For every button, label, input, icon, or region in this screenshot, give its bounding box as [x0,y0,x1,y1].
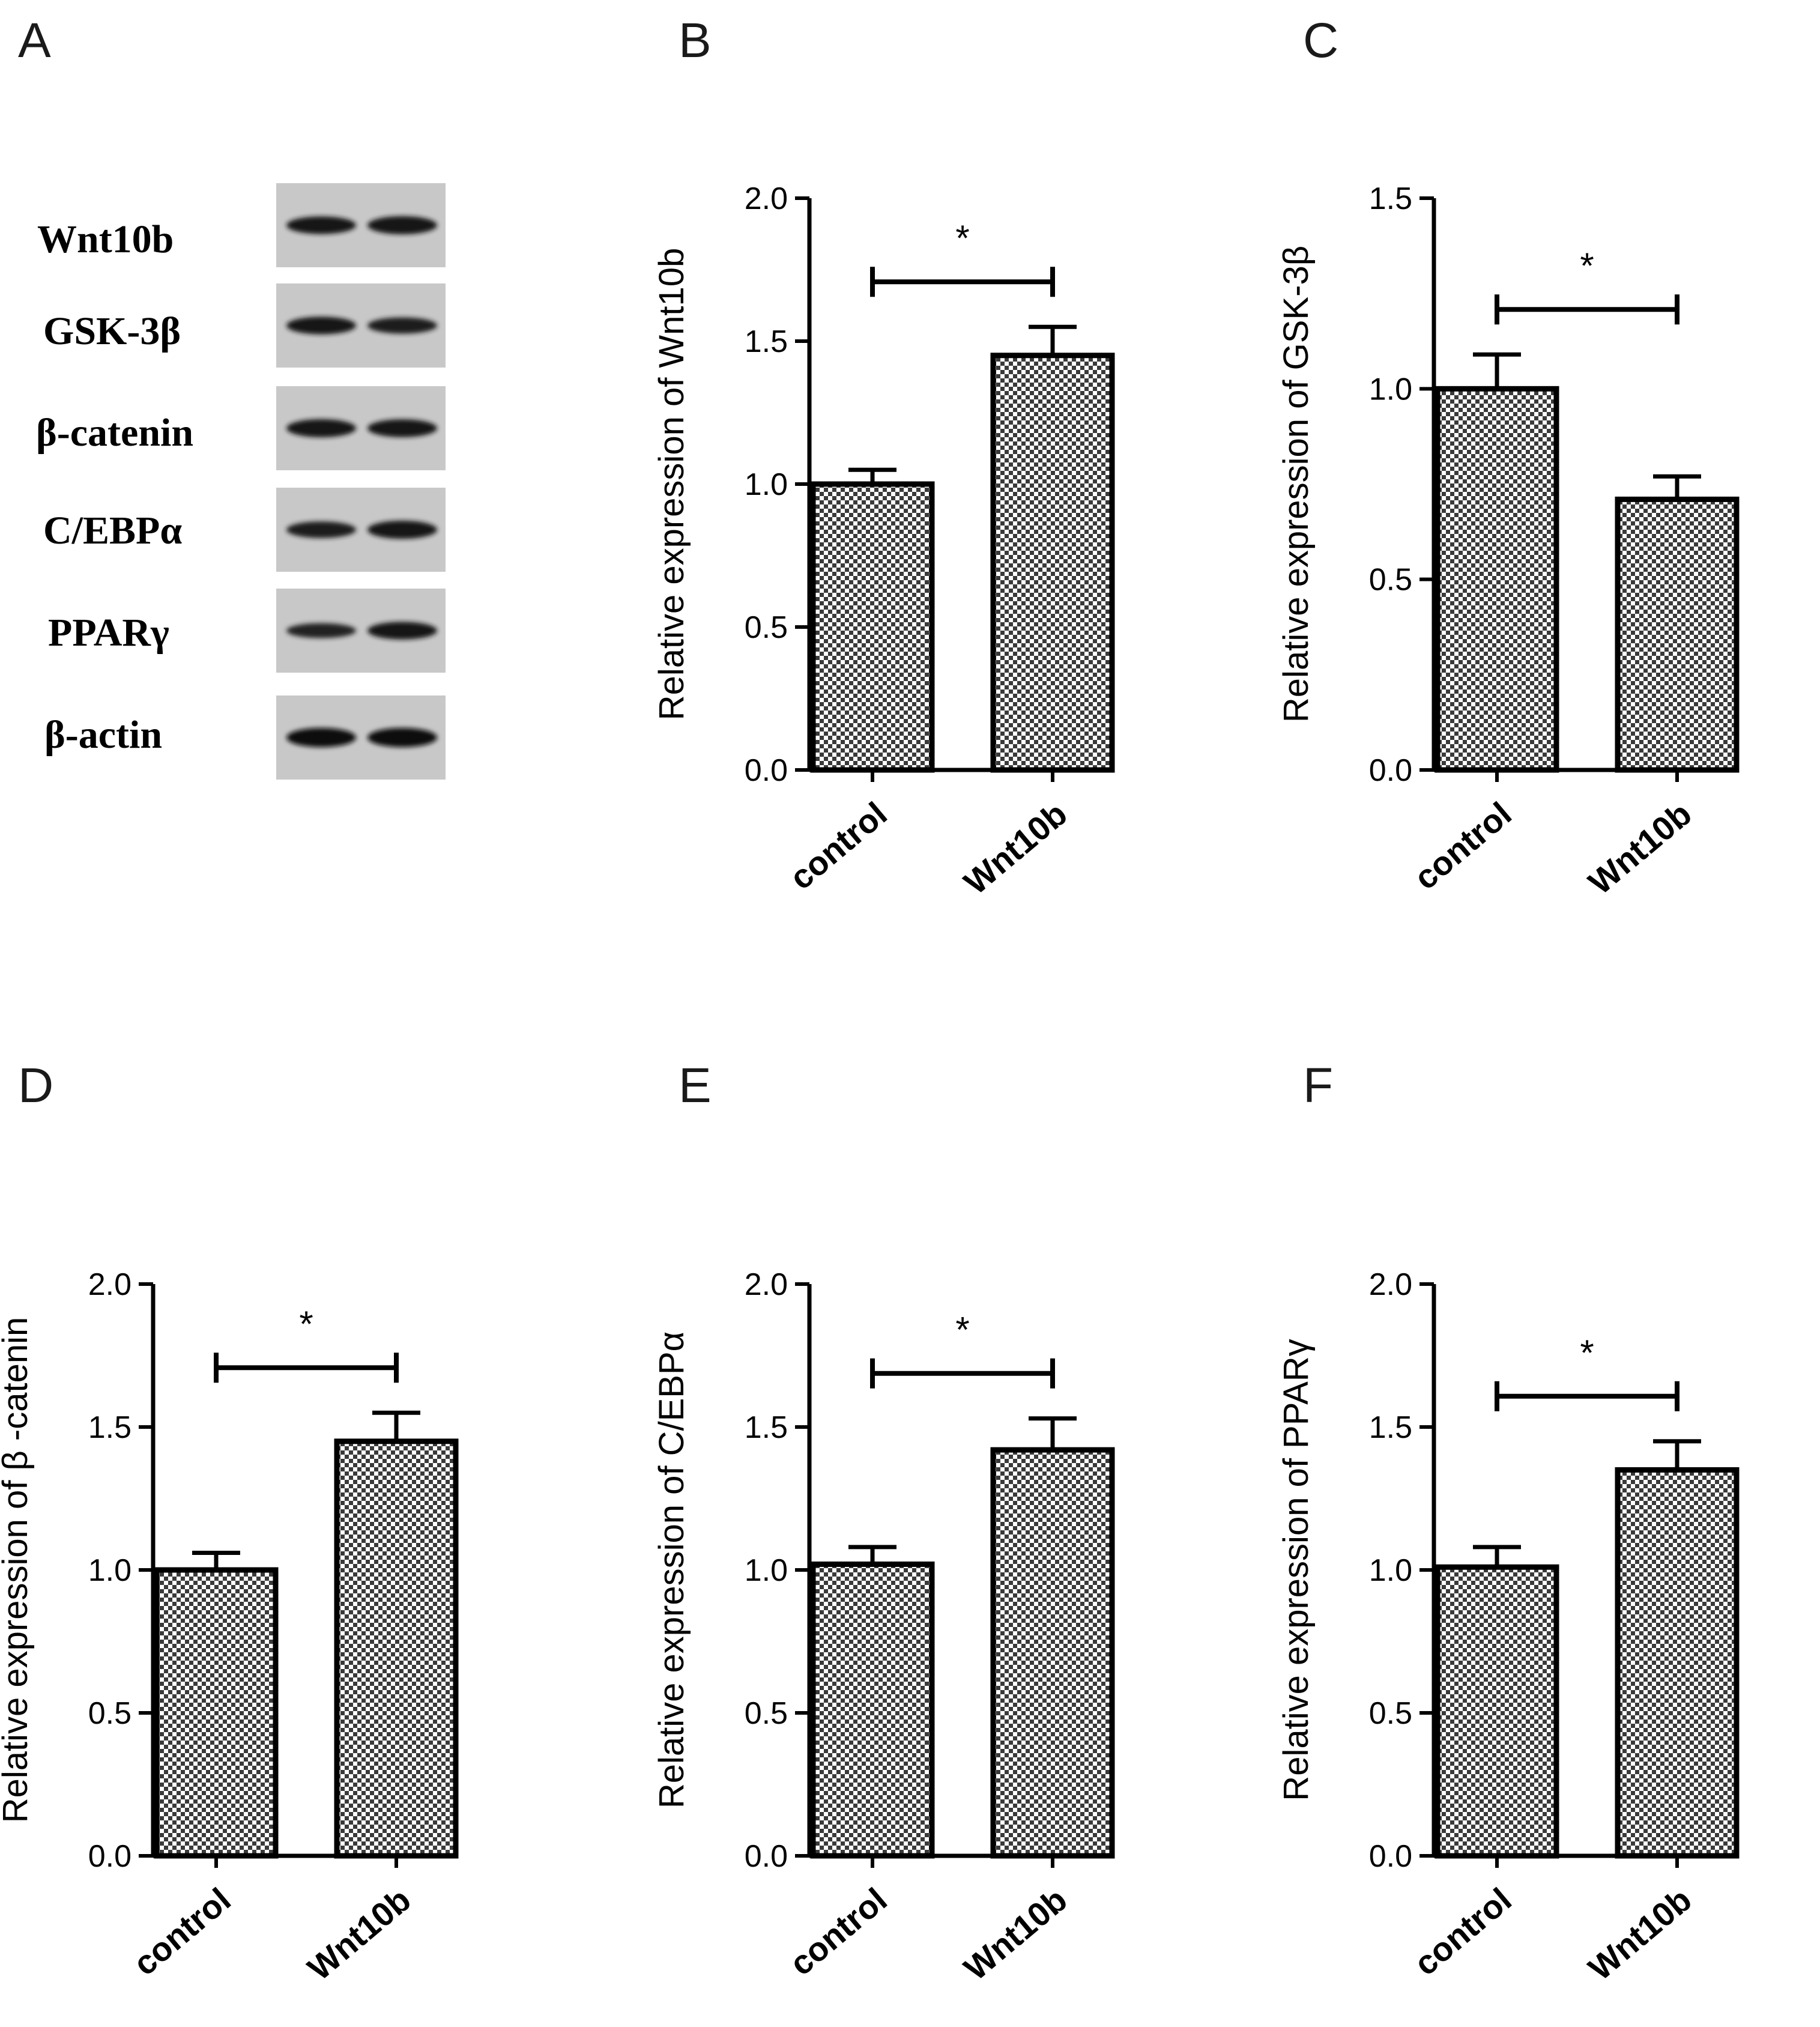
blot-label-beta-actin: β-actin [44,713,162,757]
significance-star: * [955,1310,969,1350]
bar-control [154,1567,279,1859]
bar-wnt10b [1615,1467,1740,1859]
blot-band [286,216,356,234]
y-tick-label: 0.5 [1369,1696,1412,1731]
blot-band [286,623,356,638]
x-tick-label: control [126,1880,238,1983]
y-tick-label: 0.0 [745,1839,788,1874]
y-tick-label: 1.5 [88,1410,132,1445]
bar-wnt10b [990,1447,1115,1859]
significance-star: * [1580,246,1594,286]
y-tick-label: 2.0 [745,1267,788,1302]
panel-letter-d: D [18,1058,53,1113]
y-tick-label: 1.0 [1369,1553,1412,1588]
y-tick-label: 1.0 [745,467,788,502]
y-tick-label: 0.5 [745,1696,788,1731]
y-tick-label: 1.5 [1369,181,1412,216]
y-axis-label: Relative expression of β -catenin [0,1317,35,1823]
y-tick-label: 1.5 [745,1410,788,1445]
y-axis-label: Relative expression of GSK-3β [1277,246,1316,723]
chart-d: 0.0 0.5 1.0 1.5 2.0 Relative expression of β … [0,1267,459,1987]
panel-letter-e: E [679,1058,712,1113]
y-tick-label: 0.0 [1369,753,1412,788]
western-blot [276,183,446,780]
significance-star: * [1580,1333,1594,1373]
x-tick-label: Wnt10b [1581,1880,1698,1987]
blot-band [367,520,437,539]
chart-f: 0.0 0.5 1.0 1.5 2.0 Relative expression of PP… [1277,1267,1740,1987]
y-axis-label: Relative expression of PPARγ [1277,1339,1316,1801]
chart-e: 0.0 0.5 1.0 1.5 2.0 Relative expression of C/… [652,1267,1115,1987]
bar-control [810,1561,935,1859]
blot-band [286,419,356,438]
panel-letter-c: C [1303,13,1338,68]
y-tick-label: 0.5 [745,610,788,645]
panel-letter-b: B [679,13,712,68]
chart-b: 0.0 0.5 1.0 1.5 2.0 Relative expression of Wn… [652,181,1115,901]
blot-band [286,317,356,335]
x-tick-label: Wnt10b [957,795,1074,901]
blot-band [367,216,437,235]
y-tick-label: 0.0 [88,1839,132,1874]
blot-band [367,419,437,437]
bar-control [1435,386,1559,773]
blot-label-beta-catenin: β-catenin [36,411,193,455]
blot-band [367,728,437,747]
y-tick-label: 2.0 [88,1267,132,1302]
y-tick-label: 1.0 [745,1553,788,1588]
y-tick-label: 1.5 [1369,1410,1412,1445]
bar-wnt10b [990,353,1115,773]
x-tick-label: control [1407,1880,1519,1983]
y-tick-label: 1.0 [1369,372,1412,407]
significance-star: * [955,218,969,258]
blot-band [286,728,356,747]
panel-letter-a: A [18,13,51,68]
y-tick-label: 2.0 [1369,1267,1412,1302]
y-axis-label: Relative expression of Wnt10b [652,248,691,721]
panel-letter-f: F [1303,1058,1333,1113]
bar-control [810,481,935,773]
y-tick-label: 0.0 [1369,1839,1412,1874]
blot-label-gsk3b: GSK-3β [43,309,181,353]
blot-label-ppar-gamma: PPARγ [48,611,169,655]
bar-control [1435,1564,1559,1859]
bar-wnt10b [334,1438,459,1859]
x-tick-label: control [782,1880,894,1983]
x-tick-label: Wnt10b [1581,795,1698,901]
y-tick-label: 0.5 [1369,563,1412,598]
x-tick-label: control [782,795,894,897]
blot-band [286,521,356,538]
blot-band [367,317,437,334]
y-tick-label: 0.5 [88,1696,132,1731]
y-tick-label: 2.0 [745,181,788,216]
x-tick-label: Wnt10b [957,1880,1074,1987]
x-tick-label: Wnt10b [300,1880,417,1987]
blot-label-cebpa: C/EBPα [43,509,182,553]
y-tick-label: 1.0 [88,1553,132,1588]
bar-wnt10b [1615,496,1740,773]
y-tick-label: 1.5 [745,324,788,359]
chart-c: 0.0 0.5 1.0 1.5 Relative expression of GSK-3… [1277,181,1740,901]
x-tick-label: control [1407,795,1519,897]
significance-star: * [299,1304,313,1344]
blot-label-wnt10b: Wnt10b [37,217,174,261]
y-axis-label: Relative expression of C/EBPα [652,1332,691,1808]
blot-band [367,622,437,640]
y-tick-label: 0.0 [745,753,788,788]
